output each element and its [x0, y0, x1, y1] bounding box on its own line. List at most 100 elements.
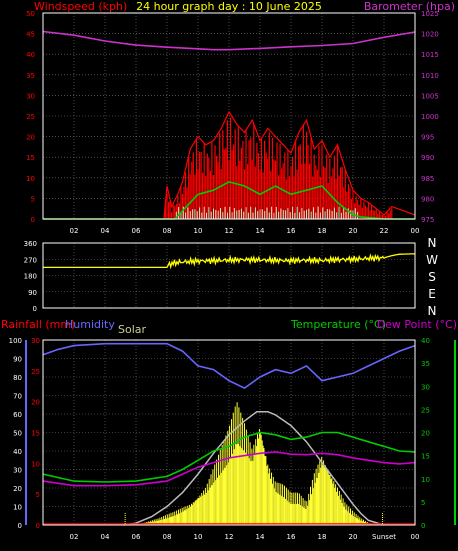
time-tick: 20 [349, 533, 358, 541]
windspeed-axis-label: Windspeed (kph) [34, 0, 127, 13]
barometer-tick: 1000 [421, 113, 439, 121]
time-tick: 02 [70, 227, 79, 235]
barometer-tick: 995 [421, 134, 434, 142]
temperature-tick: 25 [421, 406, 430, 414]
windspeed-tick: 45 [26, 31, 35, 39]
time-tick: 06 [132, 533, 141, 541]
rainfall-axis-label: Rainfall (mm) [1, 318, 75, 331]
time-tick: 16 [287, 533, 296, 541]
time-tick: 12 [225, 533, 234, 541]
temperature-tick: 10 [421, 476, 430, 484]
average-wind-line [43, 181, 415, 220]
humidity-tick: 40 [13, 448, 22, 456]
barometer-tick: 1025 [421, 10, 439, 18]
humidity-temperature-panel: 0102030405060708090100051015202530051015… [9, 337, 456, 541]
plot-frame [42, 242, 416, 309]
direction-tick: 360 [24, 240, 37, 248]
time-tick: 06 [132, 227, 141, 235]
windspeed-tick: 5 [31, 195, 35, 203]
time-tick: 00 [411, 533, 420, 541]
time-tick: 02 [70, 533, 79, 541]
compass-label: N [428, 236, 437, 250]
time-tick: 10 [194, 533, 203, 541]
humidity-tick: 60 [13, 411, 22, 419]
barometer-tick: 1020 [421, 31, 439, 39]
rainfall-tick: 15 [31, 430, 40, 438]
time-tick: 22 [380, 227, 389, 235]
windspeed-tick: 15 [26, 154, 35, 162]
humidity-tick: 70 [13, 393, 22, 401]
time-tick: 12 [225, 227, 234, 235]
dewpoint-line [42, 451, 416, 487]
direction-tick: 90 [28, 289, 37, 297]
solar-label: Solar [118, 323, 147, 336]
time-tick: 10 [194, 227, 203, 235]
humidity-tick: 90 [13, 356, 22, 364]
humidity-tick: 0 [18, 522, 22, 530]
graph-title: 24 hour graph day : 10 June 2025 [136, 0, 322, 13]
windspeed-tick: 30 [26, 92, 35, 100]
wind-barometer-panel: 0510152025303540455097598098599099510001… [26, 10, 439, 235]
barometer-tick: 1005 [421, 92, 439, 100]
windspeed-tick: 0 [31, 216, 35, 224]
temperature-tick: 0 [421, 522, 425, 530]
temperature-tick: 20 [421, 430, 430, 438]
time-tick: 16 [287, 227, 296, 235]
gust-bars [164, 117, 393, 219]
direction-tick: 0 [33, 305, 37, 313]
humidity-axis-label: Humidity [65, 318, 115, 331]
barometer-tick: 975 [421, 216, 434, 224]
humidity-tick: 20 [13, 485, 22, 493]
barometer-tick: 990 [421, 154, 434, 162]
barometer-line [42, 30, 416, 51]
compass-label: E [428, 287, 436, 301]
temperature-tick: 30 [421, 383, 430, 391]
time-tick: 14 [256, 227, 265, 235]
humidity-tick: 100 [9, 337, 22, 345]
time-tick: 00 [411, 227, 420, 235]
compass-label: N [428, 304, 437, 318]
windspeed-tick: 20 [26, 134, 35, 142]
barometer-tick: 980 [421, 195, 434, 203]
humidity-tick: 30 [13, 467, 22, 475]
barometer-axis-label: Barometer (hpa) [364, 0, 455, 13]
windspeed-tick: 10 [26, 175, 35, 183]
time-tick: 08 [163, 533, 172, 541]
humidity-tick: 80 [13, 374, 22, 382]
humidity-tick: 50 [13, 430, 22, 438]
windspeed-tick: 40 [26, 51, 35, 59]
plot-frame [42, 12, 416, 220]
time-tick: 20 [349, 227, 358, 235]
rainfall-tick: 30 [31, 337, 40, 345]
temperature-tick: 5 [421, 499, 425, 507]
barometer-tick: 1015 [421, 51, 439, 59]
rainfall-tick: 20 [31, 399, 40, 407]
gust-line [43, 110, 416, 220]
windspeed-tick: 25 [26, 113, 35, 121]
time-tick: 18 [318, 533, 327, 541]
time-tick: 08 [163, 227, 172, 235]
direction-tick: 270 [24, 256, 37, 264]
solar-theoretical-line [123, 410, 385, 526]
temperature-tick: 35 [421, 360, 430, 368]
solar-area [128, 402, 377, 525]
time-tick: 18 [318, 227, 327, 235]
time-tick: 04 [101, 227, 110, 235]
time-tick: 14 [256, 533, 265, 541]
barometer-tick: 1010 [421, 72, 439, 80]
rainfall-tick: 0 [36, 522, 40, 530]
windspeed-tick: 35 [26, 72, 35, 80]
rainfall-tick: 10 [31, 460, 40, 468]
time-tick: 04 [101, 533, 110, 541]
barometer-tick: 985 [421, 175, 434, 183]
sunset-marker: Sunset [372, 533, 396, 541]
wind-direction-line [43, 253, 416, 270]
temperature-line [42, 431, 416, 483]
compass-label: S [428, 270, 436, 284]
humidity-tick: 10 [13, 504, 22, 512]
temperature-tick: 15 [421, 453, 430, 461]
plot-frame [42, 339, 416, 526]
direction-tick: 180 [24, 273, 37, 281]
